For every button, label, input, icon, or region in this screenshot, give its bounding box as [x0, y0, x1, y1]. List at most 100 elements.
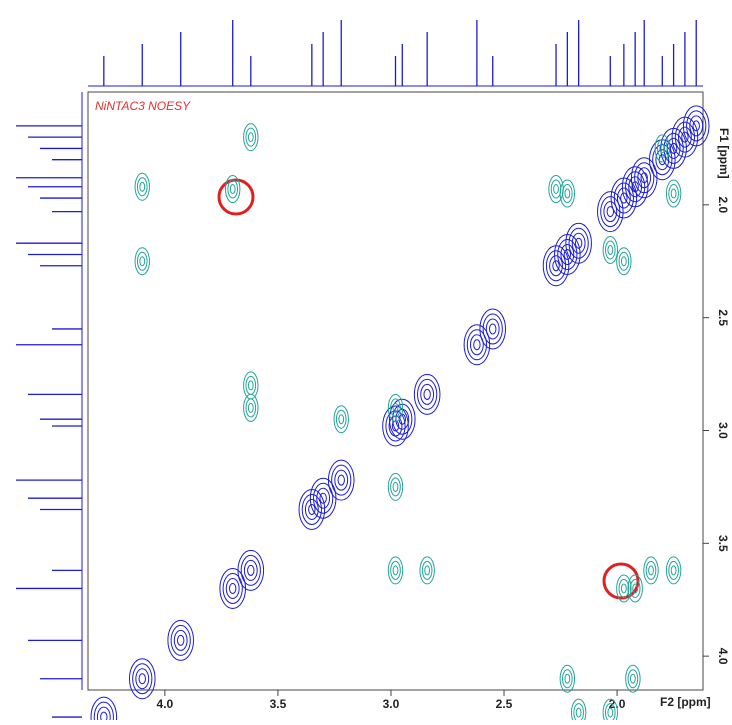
contour-peak: [245, 398, 257, 418]
x-tick-label: 3.5: [270, 697, 287, 711]
contour-peak: [627, 574, 643, 603]
contour-peak: [692, 120, 700, 132]
contour-peak: [392, 481, 399, 492]
contour-peak: [560, 243, 575, 265]
contour-peak: [240, 554, 261, 586]
contour-peak: [596, 191, 624, 233]
contour-peak: [625, 664, 641, 693]
contour-peak: [571, 232, 586, 254]
contour-peak: [613, 182, 634, 214]
contour-peak: [304, 498, 319, 520]
contour-peak: [607, 707, 614, 718]
contour-peak: [659, 143, 666, 154]
contour-peak: [417, 378, 438, 410]
contour-peak: [469, 334, 484, 356]
contour-peak: [479, 308, 507, 350]
plot-frame: [87, 91, 704, 691]
contour-peak: [96, 706, 111, 725]
contour-peak: [634, 162, 655, 194]
contour-peak: [618, 251, 630, 271]
contour-peak: [225, 175, 241, 204]
contour-peak: [640, 172, 648, 184]
contour-peak: [245, 375, 257, 395]
contour-peak: [128, 658, 156, 700]
contour-peak: [243, 123, 259, 152]
contour-peak: [335, 409, 347, 429]
contour-peak: [473, 339, 481, 351]
contour-peak: [229, 582, 237, 594]
contour-peak: [678, 126, 692, 148]
contour-peak: [413, 373, 441, 415]
contour-peak: [550, 179, 562, 199]
contour-peak: [564, 188, 571, 199]
contour-peak: [227, 179, 239, 199]
contour-peak: [607, 244, 614, 255]
contour-peak: [629, 578, 641, 598]
contour-peak: [681, 131, 689, 143]
contour-peak: [563, 248, 572, 260]
contour-peak: [243, 393, 259, 422]
contour-peak: [388, 398, 416, 440]
contour-peak: [616, 187, 631, 209]
contour-peak: [674, 121, 696, 153]
spacer: [118, 118, 700, 255]
contour-peak: [327, 459, 355, 501]
contour-peak: [485, 318, 500, 340]
contour-peak: [93, 701, 114, 725]
contour-peak: [670, 188, 677, 199]
contour-peak: [225, 577, 240, 599]
contour-peak: [247, 564, 255, 576]
contour-peak: [663, 132, 684, 164]
contour-peak: [392, 402, 399, 413]
contour-peak: [382, 405, 409, 447]
contour-peak: [170, 624, 191, 656]
contour-peak: [637, 167, 652, 189]
contour-peak: [100, 711, 108, 723]
contour-peak: [319, 492, 327, 504]
contour-peak: [308, 503, 316, 515]
contour-peak: [420, 383, 435, 405]
x-tick-label: 4.0: [157, 697, 174, 711]
y-tick-label: 2.5: [716, 309, 730, 326]
contour-peak: [620, 256, 627, 267]
contour-peak: [313, 482, 334, 514]
contour-peak: [669, 142, 678, 154]
contour-peak: [177, 634, 185, 646]
contour-peak: [387, 472, 404, 501]
contour-peak: [134, 247, 150, 276]
contour-peak: [390, 398, 401, 418]
contour-peak: [618, 578, 630, 598]
chart-title: NiNTAC3 NOESY: [95, 99, 191, 113]
contour-peak: [682, 105, 710, 147]
contour-peak: [553, 184, 559, 195]
contour-peak: [245, 127, 257, 147]
contour-peak: [604, 240, 616, 260]
contour-peak: [658, 154, 667, 166]
contour-peak: [568, 227, 589, 259]
contour-peak: [652, 144, 673, 176]
contour-peak: [90, 696, 118, 725]
contour-peak: [668, 184, 679, 204]
contour-peak: [665, 179, 682, 208]
contour-peak: [466, 329, 487, 361]
contour-peak: [564, 673, 571, 684]
contour-peak: [621, 166, 649, 208]
contour-peak: [173, 629, 188, 651]
contour-peak: [545, 250, 567, 282]
contour-peak: [385, 410, 406, 442]
contour-peak: [419, 556, 435, 585]
contour-peak: [167, 619, 195, 661]
contour-peak: [575, 707, 582, 718]
contour-peak: [138, 673, 146, 685]
contour-peak: [648, 565, 654, 576]
contour-peak: [331, 464, 352, 496]
contour-peak: [603, 201, 618, 223]
contour-peak: [632, 583, 639, 594]
contour-peak: [645, 560, 657, 580]
contour-peak: [689, 115, 704, 137]
contour-peak: [570, 698, 587, 725]
contour-peak: [482, 313, 503, 345]
contour-peak: [316, 487, 331, 509]
contour-peak: [463, 324, 491, 366]
